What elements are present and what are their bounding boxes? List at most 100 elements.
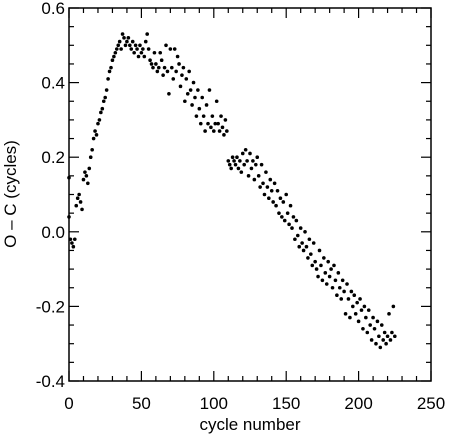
data-point [110, 58, 115, 63]
data-point [146, 47, 151, 51]
data-point [249, 166, 254, 171]
data-point [252, 177, 257, 182]
data-point [303, 230, 307, 234]
data-point [222, 133, 226, 137]
data-point [197, 106, 202, 111]
data-point [238, 159, 242, 163]
data-point [262, 192, 267, 197]
data-point [358, 297, 362, 301]
data-point [171, 77, 176, 81]
data-point [326, 259, 330, 264]
data-point [324, 282, 329, 286]
data-point [388, 338, 393, 342]
data-point [116, 43, 121, 48]
data-point [204, 103, 209, 107]
data-point [219, 114, 223, 118]
data-point [193, 95, 197, 100]
data-point [300, 241, 304, 245]
data-point [342, 289, 346, 294]
data-point [139, 50, 144, 55]
data-point [387, 312, 391, 316]
data-point [287, 222, 291, 227]
data-point [227, 162, 232, 167]
data-point [311, 241, 316, 245]
x-axis-title: cycle number [199, 415, 300, 434]
data-point [393, 334, 397, 339]
data-points [67, 32, 397, 350]
data-point [371, 315, 375, 320]
data-point [159, 58, 164, 63]
data-point [109, 65, 113, 70]
data-point [258, 185, 262, 189]
data-point [161, 73, 165, 77]
data-point [319, 263, 323, 268]
data-point [213, 121, 218, 126]
data-point [379, 323, 384, 327]
data-point [187, 69, 191, 74]
data-point [164, 43, 168, 48]
data-point [190, 103, 194, 107]
data-point [223, 118, 228, 122]
data-point [198, 121, 203, 126]
data-point [162, 65, 167, 70]
data-point [201, 114, 206, 118]
data-point [293, 237, 297, 242]
data-point [246, 174, 251, 178]
data-point [348, 315, 352, 320]
data-point [230, 155, 235, 159]
data-point [185, 91, 190, 96]
y-tick-label: 0.6 [41, 0, 65, 18]
data-point [119, 47, 123, 51]
data-point [391, 304, 396, 309]
data-point [236, 166, 241, 171]
data-point [335, 293, 339, 298]
data-point [155, 69, 160, 74]
data-point [269, 188, 274, 193]
data-point [84, 174, 89, 178]
data-point [165, 69, 170, 74]
data-point [83, 170, 87, 174]
data-point [216, 121, 220, 126]
data-point [148, 58, 152, 63]
data-point [154, 62, 158, 66]
data-point [368, 323, 372, 327]
data-point [330, 285, 335, 290]
data-point [332, 263, 336, 268]
data-point [130, 39, 135, 44]
data-point [362, 304, 367, 309]
data-point [71, 244, 76, 249]
data-point [359, 308, 364, 312]
data-point [248, 151, 252, 156]
data-point [384, 341, 388, 346]
data-point [125, 39, 129, 44]
y-tick-label: -0.2 [36, 297, 65, 316]
x-tick-label: 100 [200, 394, 228, 413]
data-point [353, 312, 358, 316]
data-point [126, 36, 131, 40]
data-point [378, 345, 383, 350]
data-point [183, 99, 187, 104]
data-point [101, 99, 106, 104]
data-point [272, 181, 277, 186]
data-point [235, 155, 239, 159]
data-point [128, 43, 132, 48]
data-point [167, 91, 171, 96]
data-point [225, 129, 229, 133]
data-point [297, 244, 302, 249]
data-point [196, 88, 200, 92]
data-point [340, 278, 345, 283]
data-point [99, 110, 103, 115]
data-point [180, 73, 184, 77]
data-point [267, 196, 271, 201]
data-point [80, 207, 84, 212]
data-point [200, 95, 205, 100]
data-point [317, 248, 322, 253]
data-point [67, 215, 71, 219]
data-point [151, 65, 155, 70]
data-point [364, 315, 368, 320]
y-tick-label: 0.2 [41, 148, 65, 167]
data-point [309, 252, 313, 256]
data-point [274, 203, 278, 208]
data-point [142, 54, 147, 59]
